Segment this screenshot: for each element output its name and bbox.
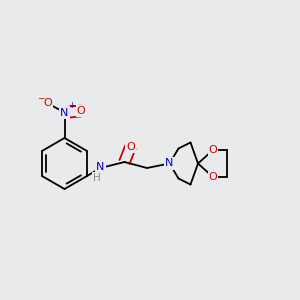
Text: N: N <box>96 161 105 172</box>
Text: O: O <box>44 98 52 109</box>
Text: +: + <box>69 101 75 110</box>
Text: O: O <box>126 142 135 152</box>
Text: O: O <box>208 172 217 182</box>
Text: O: O <box>208 145 217 155</box>
Text: O: O <box>76 106 85 116</box>
Text: N: N <box>60 107 69 118</box>
Text: N: N <box>165 158 174 169</box>
Text: −: − <box>37 93 44 102</box>
Text: H: H <box>93 172 101 183</box>
